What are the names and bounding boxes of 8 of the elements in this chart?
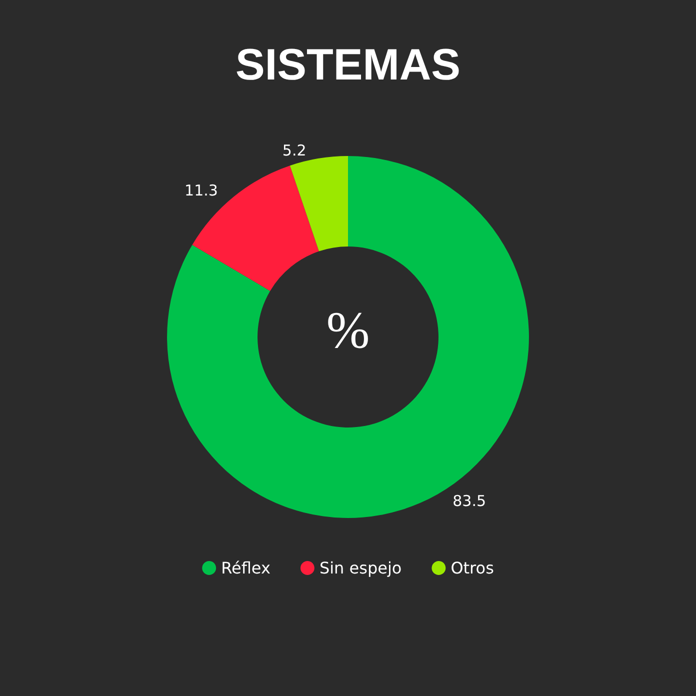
- legend-label: Réflex: [221, 558, 270, 578]
- chart-title: SISTEMAS: [236, 40, 460, 90]
- data-label: 83.5: [452, 492, 486, 510]
- legend-label: Sin espejo: [319, 558, 402, 578]
- text: %: [326, 302, 370, 360]
- legend-label: Otros: [450, 558, 494, 578]
- data-label: 11.3: [184, 181, 218, 200]
- data-label: 5.2: [282, 142, 306, 160]
